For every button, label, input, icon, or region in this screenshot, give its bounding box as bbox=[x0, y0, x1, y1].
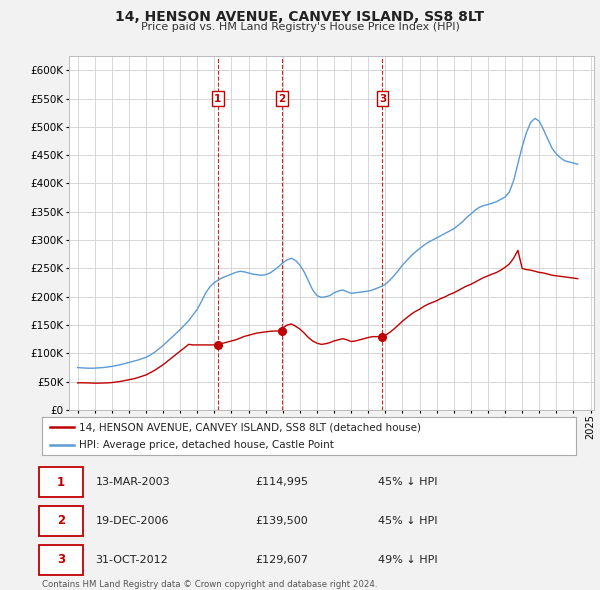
Text: 1: 1 bbox=[57, 476, 65, 489]
Text: 2: 2 bbox=[278, 94, 286, 103]
Text: 19-DEC-2006: 19-DEC-2006 bbox=[95, 516, 169, 526]
Text: 45% ↓ HPI: 45% ↓ HPI bbox=[379, 516, 438, 526]
Text: 1: 1 bbox=[214, 94, 221, 103]
FancyBboxPatch shape bbox=[40, 545, 83, 575]
Text: 14, HENSON AVENUE, CANVEY ISLAND, SS8 8LT: 14, HENSON AVENUE, CANVEY ISLAND, SS8 8L… bbox=[115, 10, 485, 24]
Text: £114,995: £114,995 bbox=[256, 477, 308, 487]
Text: HPI: Average price, detached house, Castle Point: HPI: Average price, detached house, Cast… bbox=[79, 440, 334, 450]
Text: 3: 3 bbox=[379, 94, 386, 103]
Text: 45% ↓ HPI: 45% ↓ HPI bbox=[379, 477, 438, 487]
Text: Price paid vs. HM Land Registry's House Price Index (HPI): Price paid vs. HM Land Registry's House … bbox=[140, 22, 460, 32]
Text: 3: 3 bbox=[57, 553, 65, 566]
Text: 2: 2 bbox=[57, 514, 65, 527]
Text: £139,500: £139,500 bbox=[256, 516, 308, 526]
Text: £129,607: £129,607 bbox=[256, 555, 308, 565]
Text: 31-OCT-2012: 31-OCT-2012 bbox=[95, 555, 168, 565]
Text: Contains HM Land Registry data © Crown copyright and database right 2024.: Contains HM Land Registry data © Crown c… bbox=[42, 580, 377, 589]
Text: 49% ↓ HPI: 49% ↓ HPI bbox=[379, 555, 438, 565]
Text: 14, HENSON AVENUE, CANVEY ISLAND, SS8 8LT (detached house): 14, HENSON AVENUE, CANVEY ISLAND, SS8 8L… bbox=[79, 422, 421, 432]
Text: 13-MAR-2003: 13-MAR-2003 bbox=[95, 477, 170, 487]
FancyBboxPatch shape bbox=[40, 506, 83, 536]
FancyBboxPatch shape bbox=[40, 467, 83, 497]
